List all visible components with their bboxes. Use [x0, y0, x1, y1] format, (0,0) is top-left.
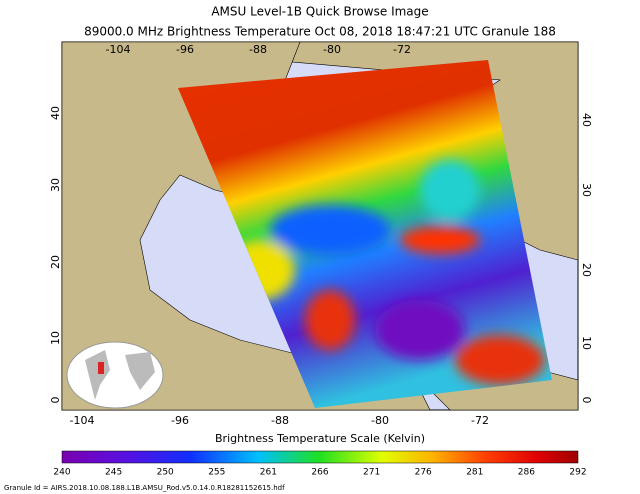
- colorbar-tick-label: 266: [311, 468, 328, 478]
- lat-label-left: 0: [49, 397, 62, 404]
- map: [61, 41, 579, 411]
- lat-label-right: 40: [580, 113, 593, 127]
- colorbar-tick-label: 240: [53, 468, 70, 478]
- colorbar-tick-label: 245: [105, 468, 122, 478]
- inset-globe: [66, 341, 164, 409]
- lat-label-left: 20: [49, 255, 62, 269]
- colorbar-tick-label: 286: [518, 468, 535, 478]
- lat-label-left: 10: [49, 331, 62, 345]
- lon-label-bottom: -96: [171, 414, 189, 427]
- granule-id: Granule Id = AIRS.2018.10.08.188.L1B.AMS…: [4, 484, 285, 492]
- lon-label-top: -88: [249, 43, 267, 56]
- lon-label-bottom: -88: [271, 414, 289, 427]
- colorbar-tick-label: 250: [157, 468, 174, 478]
- colorbar-tick-label: 281: [466, 468, 483, 478]
- lon-label-top: -104: [106, 43, 131, 56]
- lon-label-top: -72: [393, 43, 411, 56]
- lon-label-bottom: -104: [70, 414, 95, 427]
- lat-label-right: 30: [580, 183, 593, 197]
- lon-label-top: -80: [323, 43, 341, 56]
- lat-label-right: 10: [580, 336, 593, 350]
- title: AMSU Level-1B Quick Browse Image: [211, 5, 428, 19]
- lon-label-bottom: -72: [471, 414, 489, 427]
- colorbar-tick-label: 276: [415, 468, 432, 478]
- lat-label-right: 20: [580, 263, 593, 277]
- colorbar-tick-label: 261: [260, 468, 277, 478]
- colorbar-tick-label: 271: [363, 468, 380, 478]
- lon-label-bottom: -80: [371, 414, 389, 427]
- lat-label-left: 30: [49, 178, 62, 192]
- lat-label-left: 40: [49, 106, 62, 120]
- colorbar-label: Brightness Temperature Scale (Kelvin): [215, 432, 425, 445]
- lon-label-top: -96: [176, 43, 194, 56]
- colorbar: [61, 450, 579, 464]
- colorbar-tick-label: 255: [208, 468, 225, 478]
- colorbar-tick-label: 292: [569, 468, 586, 478]
- subtitle: 89000.0 MHz Brightness Temperature Oct 0…: [84, 25, 556, 39]
- lat-label-right: 0: [580, 397, 593, 404]
